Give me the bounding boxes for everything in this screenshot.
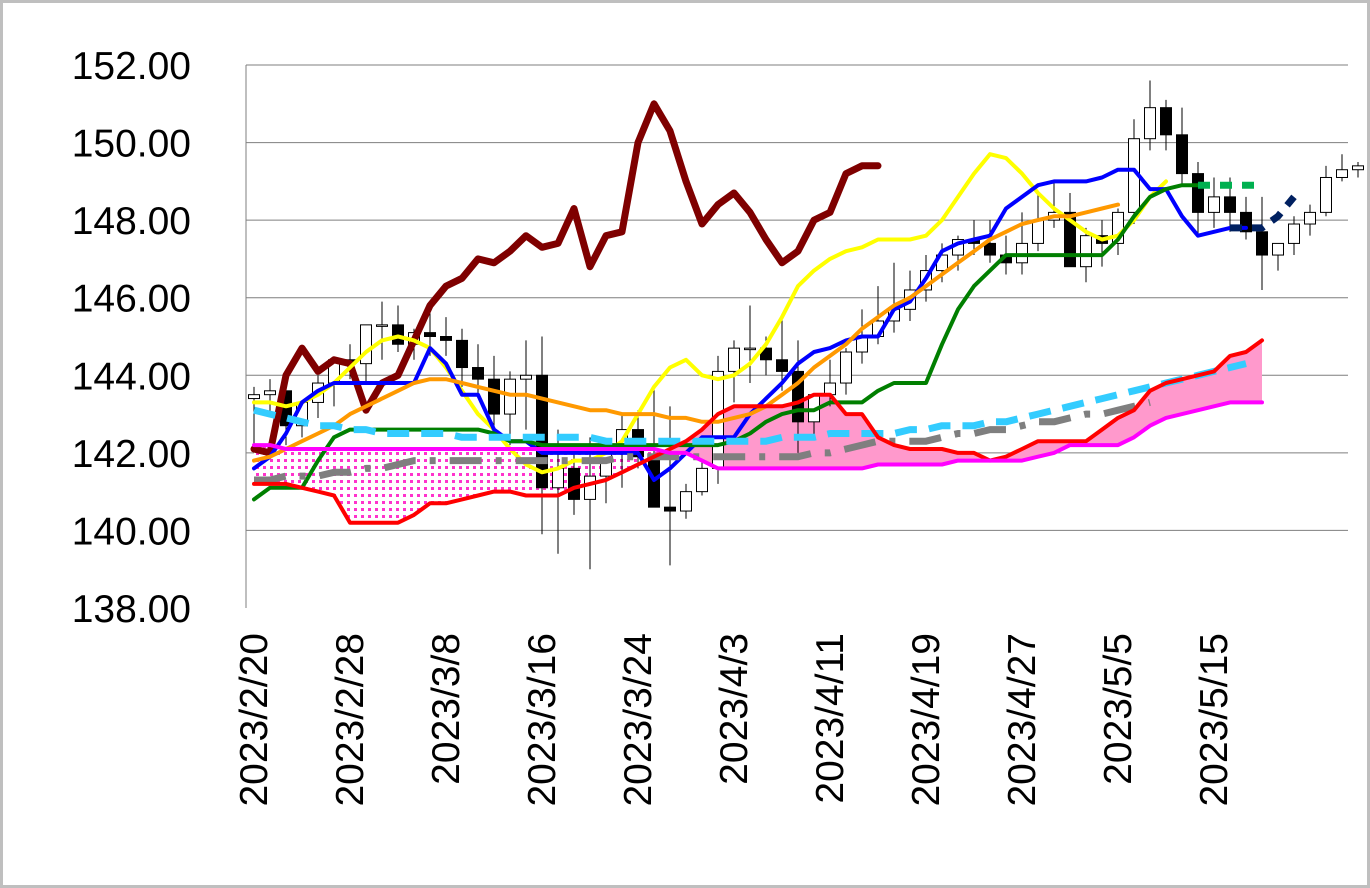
cloud-segment — [478, 448, 494, 496]
moving-average-cyan — [253, 360, 1247, 445]
candle-body — [424, 332, 436, 338]
cloud-segment — [926, 448, 942, 465]
x-tick-label: 2023/4/27 — [1001, 633, 1044, 807]
candle-body — [1160, 107, 1172, 136]
candle-body — [1240, 211, 1252, 233]
leading-span-a — [252, 338, 1264, 525]
cloud-segment — [1118, 410, 1134, 446]
candle-body — [376, 324, 388, 327]
candle-body — [440, 336, 452, 341]
cloud-segment — [494, 448, 510, 492]
ichimoku-candlestick-chart: 138.00 140.00 142.00 144.00 146.00 148.00 150.… — [72, 45, 1364, 807]
x-tick-label: 2023/2/28 — [329, 633, 372, 807]
cloud-segment — [462, 448, 478, 500]
leading-span-b — [252, 400, 1264, 471]
candle-body — [984, 242, 996, 256]
x-tick-label: 2023/4/3 — [713, 633, 756, 785]
chikou-span-line — [250, 100, 882, 457]
candle-body — [488, 378, 500, 415]
candle-body — [1080, 235, 1092, 268]
candle-body — [680, 491, 692, 512]
x-tick-label: 2023/3/8 — [425, 633, 468, 785]
cloud-segment — [1198, 371, 1214, 411]
base-line-green — [252, 183, 1200, 502]
cloud-segment — [846, 414, 862, 469]
candle-body — [1336, 169, 1348, 178]
candle-body — [568, 467, 580, 500]
cloud-segment — [1166, 379, 1182, 418]
cloud-segment — [1182, 375, 1198, 415]
candle-body — [1176, 134, 1188, 175]
cloud-segment — [366, 448, 382, 523]
candle-body — [1208, 196, 1220, 213]
cloud-segment — [910, 448, 926, 465]
candle-body — [840, 351, 852, 384]
cloud-segment — [382, 448, 398, 523]
candle-body — [1288, 223, 1300, 244]
candle-body — [776, 359, 788, 372]
candle-body — [664, 506, 676, 512]
y-tick-label: 138.00 — [72, 588, 191, 631]
x-tick-label: 2023/3/16 — [521, 633, 564, 807]
cloud-segment — [1102, 417, 1118, 446]
candle-body — [1032, 219, 1044, 244]
cloud-segment — [1230, 352, 1246, 403]
candle-body — [456, 339, 468, 369]
candle-body — [1192, 173, 1204, 213]
candle-body — [1144, 107, 1156, 140]
y-tick-label: 148.00 — [72, 200, 191, 243]
moving-average-gray — [254, 398, 1151, 484]
candle-body — [1352, 165, 1364, 171]
y-tick-label: 142.00 — [72, 433, 191, 476]
candle-body — [744, 347, 756, 351]
cloud-segment — [334, 448, 350, 523]
x-tick-label: 2023/4/19 — [905, 633, 948, 807]
moving-average-orange — [252, 202, 1120, 463]
candle-body — [536, 374, 548, 489]
candle-body — [472, 367, 484, 380]
candle-body — [1064, 211, 1076, 268]
candle-body — [1320, 176, 1332, 213]
candle-body — [1272, 242, 1284, 256]
y-tick-label: 140.00 — [72, 510, 191, 553]
candle-body — [584, 475, 596, 500]
candle-body — [520, 374, 532, 380]
candle-body — [696, 467, 708, 493]
cloud-segment — [1246, 340, 1262, 403]
x-tick-label: 2023/4/11 — [809, 633, 852, 804]
cloud-segment — [1134, 390, 1150, 438]
y-tick-label: 144.00 — [72, 355, 191, 398]
cloud-segment — [414, 448, 430, 515]
cloud-segment — [286, 448, 302, 488]
candle-body — [264, 390, 276, 396]
candle-body — [360, 324, 372, 365]
y-tick-label: 150.00 — [72, 123, 191, 166]
cloud-segment — [1150, 383, 1166, 426]
candle-body — [248, 394, 260, 400]
x-tick-label: 2023/5/5 — [1097, 633, 1140, 785]
candle-body — [1224, 196, 1236, 213]
forecast-line-navy — [1230, 194, 1297, 232]
candle-body — [1256, 231, 1268, 256]
candle-body — [792, 370, 804, 423]
y-tick-label: 152.00 — [72, 45, 191, 88]
y-tick-label: 146.00 — [72, 278, 191, 321]
x-tick-label: 2023/3/24 — [617, 633, 660, 807]
cloud-segment — [350, 448, 366, 523]
cloud-segment — [398, 448, 414, 523]
candle-body — [728, 347, 740, 372]
candle-body — [1304, 211, 1316, 225]
cloud-segment — [750, 406, 766, 469]
x-tick-label: 2023/5/15 — [1193, 633, 1236, 807]
conversion-line-yellow — [252, 152, 1168, 475]
x-tick-label: 2023/2/20 — [233, 633, 276, 807]
